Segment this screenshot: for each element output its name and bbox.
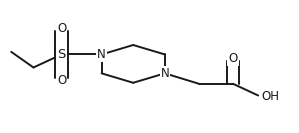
Text: O: O	[57, 74, 66, 87]
Text: OH: OH	[261, 90, 279, 103]
Text: N: N	[161, 67, 169, 80]
Text: O: O	[228, 52, 238, 65]
Text: N: N	[97, 48, 106, 61]
Text: O: O	[57, 22, 66, 35]
Text: S: S	[57, 48, 66, 61]
